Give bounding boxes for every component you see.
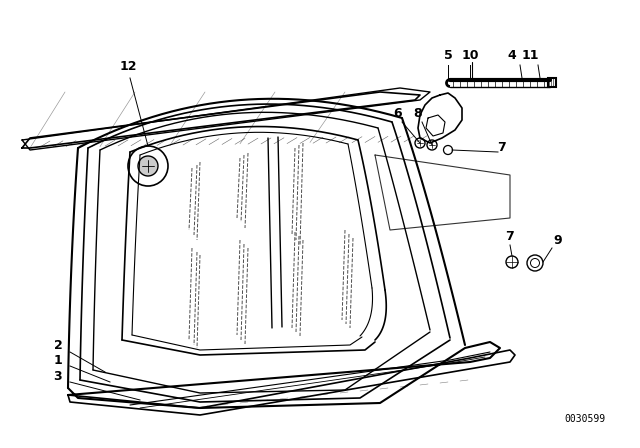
Circle shape — [138, 156, 158, 176]
Text: 7: 7 — [506, 230, 515, 243]
Text: 1: 1 — [54, 354, 62, 367]
Text: 4: 4 — [508, 49, 516, 62]
Text: 6: 6 — [394, 107, 403, 120]
Text: 9: 9 — [554, 234, 563, 247]
Text: 5: 5 — [444, 49, 452, 62]
Text: 8: 8 — [413, 107, 422, 120]
Text: 11: 11 — [521, 49, 539, 62]
Text: 3: 3 — [54, 370, 62, 383]
Text: 12: 12 — [119, 60, 137, 73]
Text: 2: 2 — [54, 339, 62, 352]
FancyBboxPatch shape — [548, 78, 556, 87]
Text: 0030599: 0030599 — [564, 414, 605, 424]
Text: 10: 10 — [461, 49, 479, 62]
Text: 7: 7 — [498, 141, 506, 154]
